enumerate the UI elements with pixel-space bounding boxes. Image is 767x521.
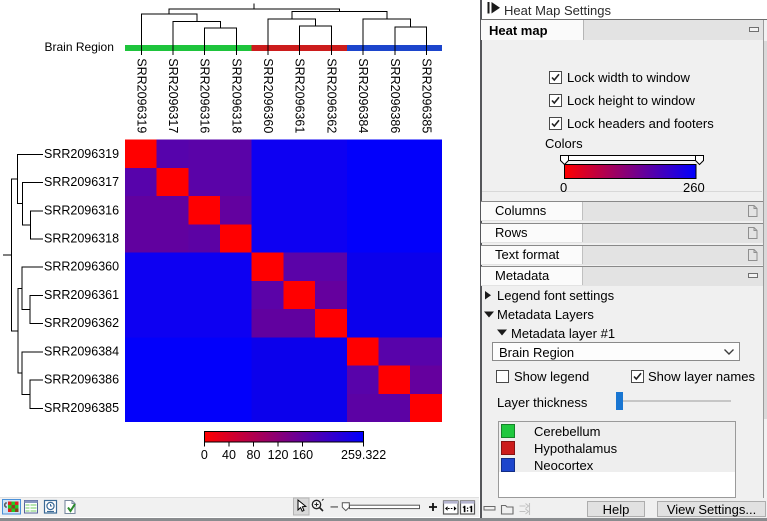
- svg-text:40: 40: [222, 448, 236, 462]
- svg-text:SRR2096317: SRR2096317: [166, 58, 180, 133]
- svg-text:SRR2096319: SRR2096319: [134, 58, 148, 133]
- svg-text:SRR2096361: SRR2096361: [44, 288, 119, 302]
- svg-text:SRR2096360: SRR2096360: [44, 260, 119, 274]
- svg-text:80: 80: [247, 448, 261, 462]
- svg-text:SRR2096384: SRR2096384: [356, 58, 370, 133]
- svg-text:120: 120: [268, 448, 289, 462]
- svg-text:259.322: 259.322: [341, 448, 386, 462]
- svg-text:SRR2096319: SRR2096319: [44, 147, 119, 161]
- svg-text:SRR2096362: SRR2096362: [324, 58, 338, 133]
- svg-text:SRR2096318: SRR2096318: [229, 58, 243, 133]
- svg-text:SRR2096385: SRR2096385: [44, 401, 119, 415]
- svg-text:SRR2096386: SRR2096386: [388, 58, 402, 133]
- svg-text:SRR2096361: SRR2096361: [293, 58, 307, 133]
- svg-text:SRR2096360: SRR2096360: [261, 58, 275, 133]
- svg-text:SRR2096318: SRR2096318: [44, 232, 119, 246]
- svg-text:SRR2096362: SRR2096362: [44, 316, 119, 330]
- svg-text:SRR2096386: SRR2096386: [44, 373, 119, 387]
- svg-text:Brain Region: Brain Region: [45, 40, 114, 54]
- svg-text:SRR2096317: SRR2096317: [44, 175, 119, 189]
- svg-text:SRR2096316: SRR2096316: [198, 58, 212, 133]
- svg-text:160: 160: [292, 448, 313, 462]
- svg-text:SRR2096384: SRR2096384: [44, 344, 119, 358]
- svg-text:SRR2096385: SRR2096385: [419, 58, 433, 133]
- svg-text:0: 0: [201, 448, 208, 462]
- svg-text:SRR2096316: SRR2096316: [44, 203, 119, 217]
